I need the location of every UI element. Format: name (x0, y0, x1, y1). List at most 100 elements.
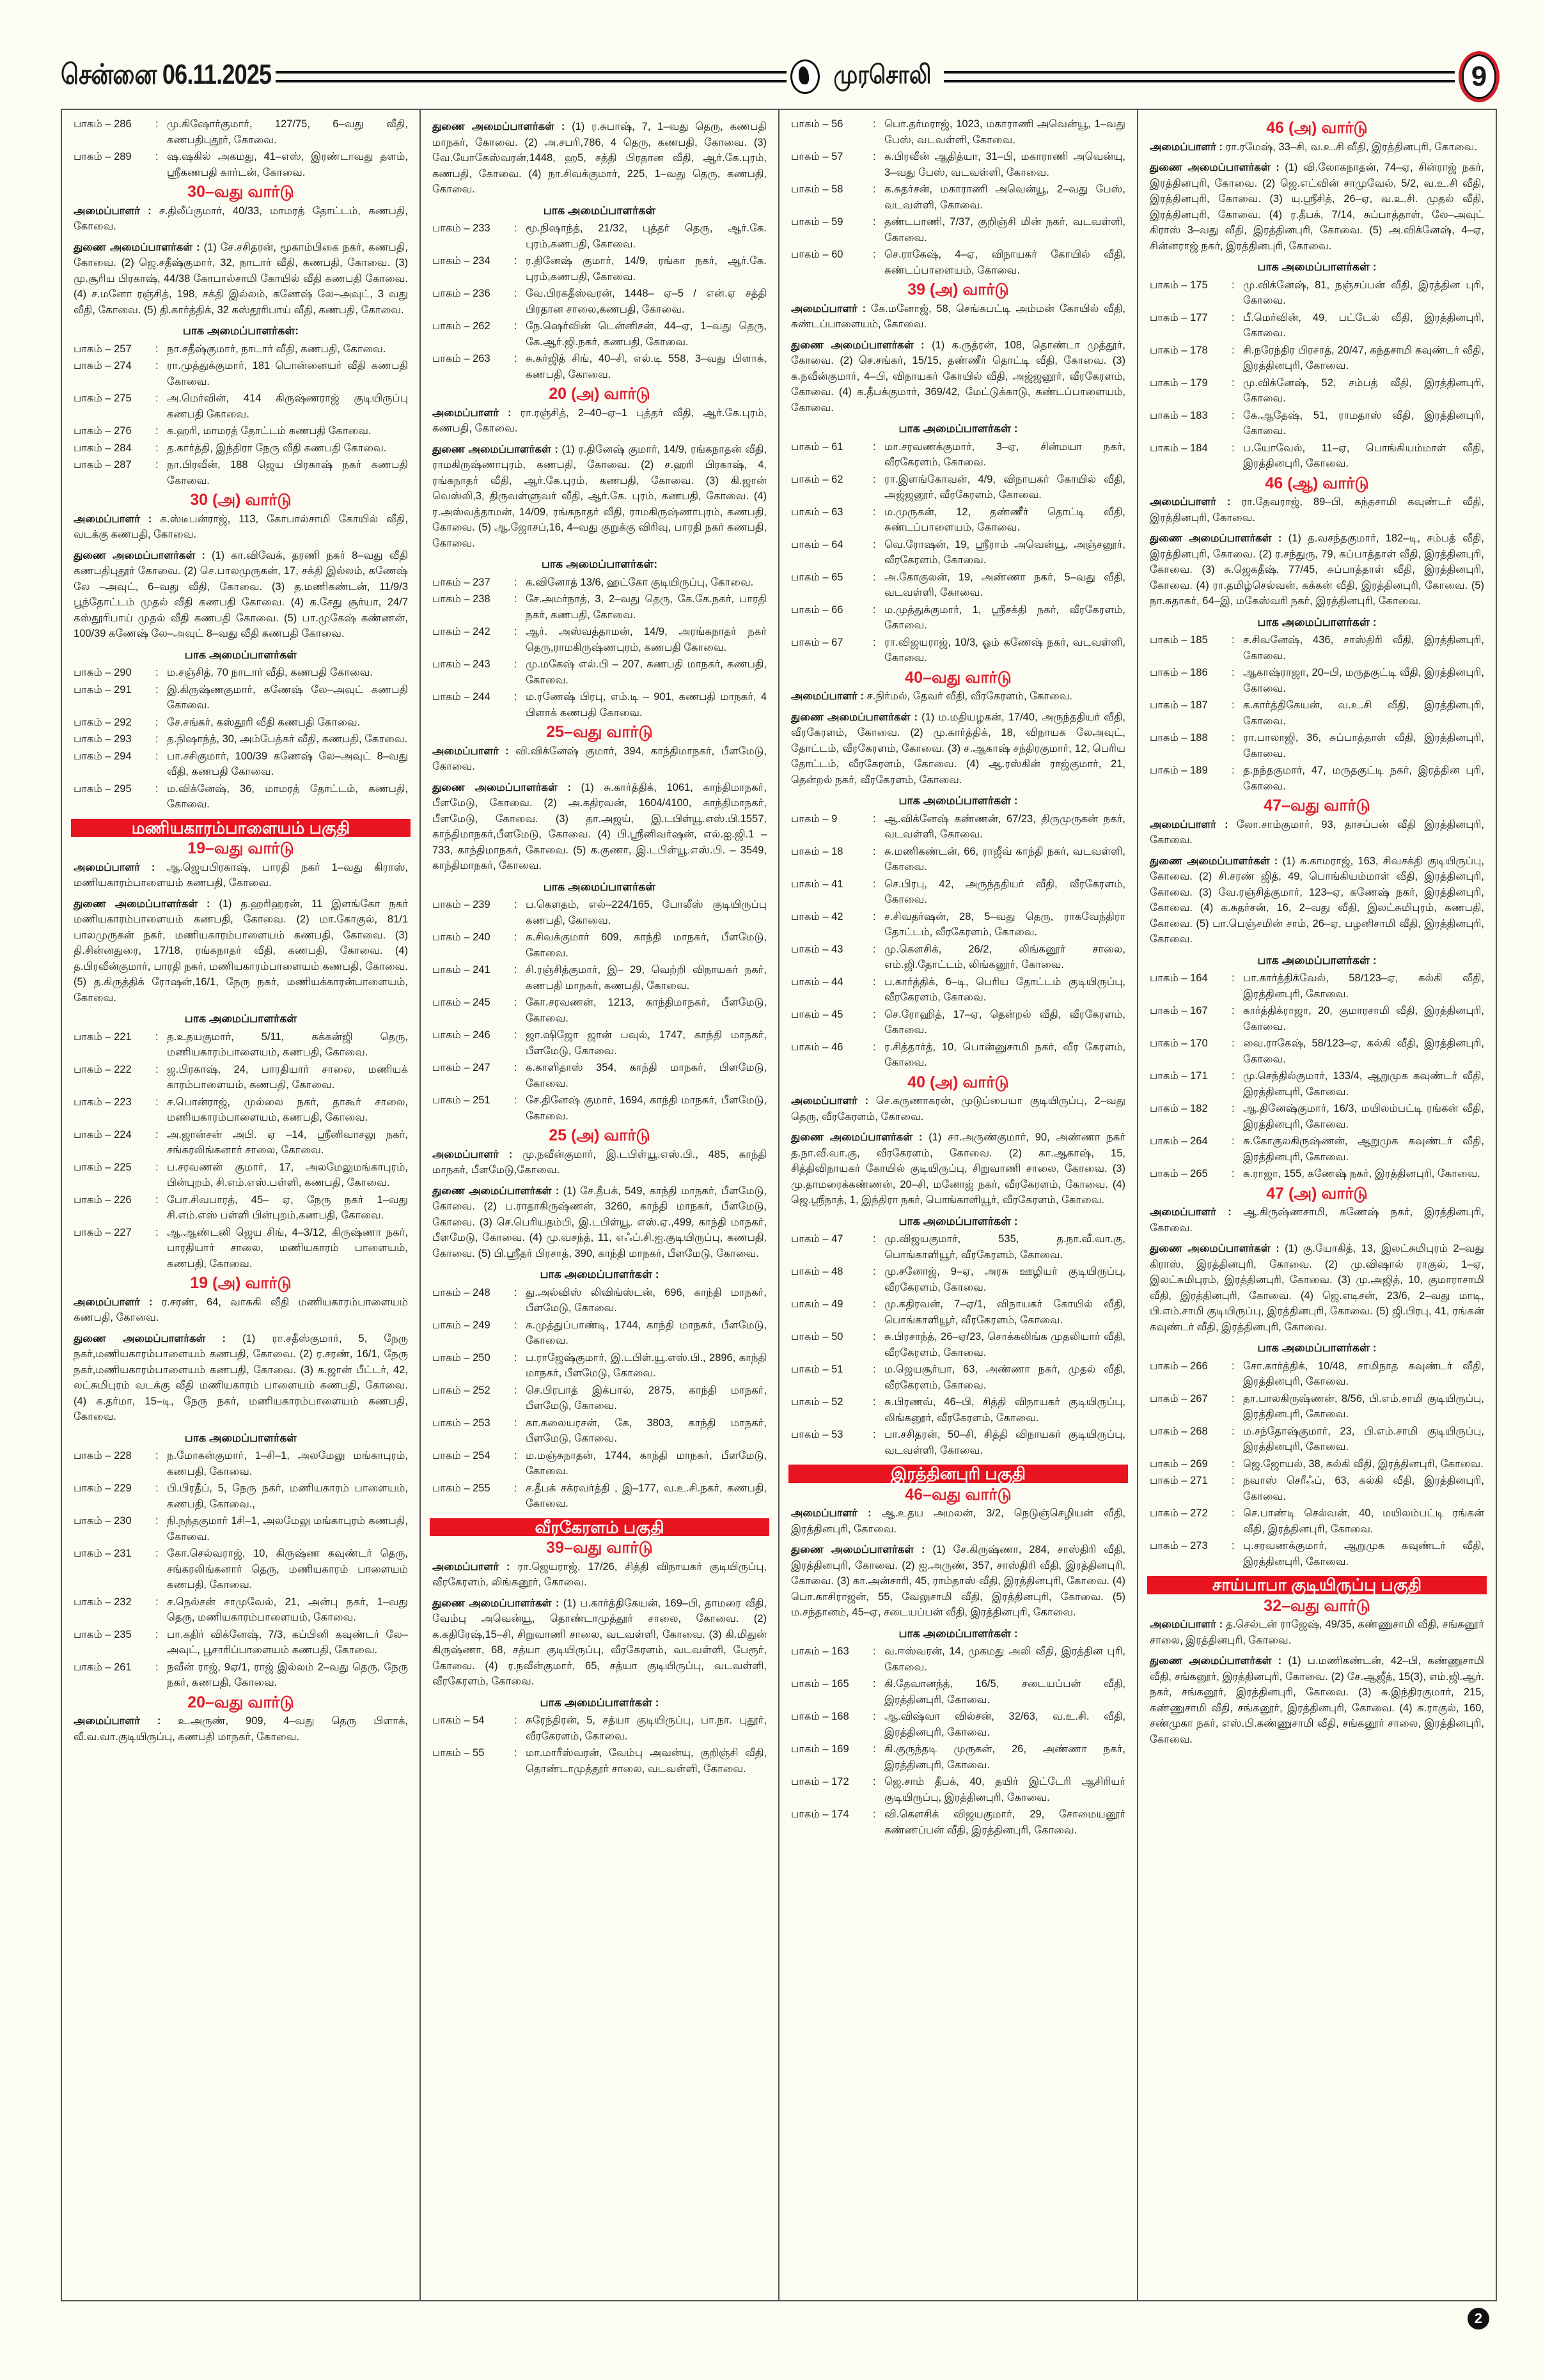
booth-organizer: அ.ஜான்சன் அபி. ஏ –14, ஸ்ரீனிவாசலு நகர், … (167, 1128, 408, 1156)
booth-prefix: பாகம் (791, 506, 820, 518)
booth-organizers-heading: பாக அமைப்பாளர்கள் : (540, 1695, 659, 1709)
booth-number: பாகம் – 255 (432, 1482, 490, 1494)
booth-entry: பாகம் – 251: சே.தினேஷ் குமார், 1694, காந்… (432, 1093, 767, 1124)
booth-organizer: ஜ.பிரகாஷ், 24, பாரதியார் சாலை, மணியக் கா… (167, 1063, 408, 1091)
booth-number: பாகம் – 289 (74, 151, 132, 162)
booth-entry: பாகம் – 63: ம.முருகன், 12, தண்ணீர் தொட்டி… (791, 504, 1125, 536)
booth-prefix: பாகம் (791, 1364, 820, 1375)
booth-organizer: ஜெ.சாம் தீபக், 40, தயிர் இட்டேரி ஆசிரியர… (884, 1776, 1125, 1803)
separator: : (873, 538, 876, 550)
booth-organizer: கி.குருந்தடி முருகன், 26, அண்ணா நகர், இர… (884, 1743, 1125, 1771)
booth-no: 249 (473, 1319, 490, 1331)
booth-organizer: சு.சுர்ஜித் சிங், 40–சி, எல்.டி 558, 3–வ… (526, 353, 767, 380)
booth-number: பாகம் – 187 (1150, 699, 1208, 711)
booth-prefix: பாகம் (74, 1161, 102, 1173)
booth-entry: பாகம் – 290: ம.சஞ்சித், 70 நாடார் வீதி, க… (74, 665, 408, 681)
booth-entry: பாகம் – 170: வை.ராகேஷ், 58/123–ஏ, கல்கி வ… (1150, 1036, 1484, 1067)
deputy-organizers-entry: துணை அமைப்பாளர்கள் : (1) சு.காமராஜ், 163… (1150, 853, 1484, 947)
entry-label: துணை அமைப்பாளர்கள் : (791, 1132, 923, 1143)
entry-label: துணை அமைப்பாளர்கள் : (1150, 162, 1280, 173)
ward-heading: 39–வது வார்டு (546, 1539, 653, 1557)
booth-entry: பாகம் – 9: ஆ.விக்னேஷ் கண்ணன், 67/23, திரு… (791, 811, 1125, 843)
area-banner: வீரகேரளம் பகுதி (430, 1518, 769, 1536)
entry-label: அமைப்பாளர் : (432, 745, 509, 757)
booth-prefix: பாகம் (791, 910, 820, 922)
separator: : (1232, 1135, 1235, 1147)
booth-entry: பாகம் – 182: ஆ.தினேஷ்குமார், 16/3, மயிலம்… (1150, 1101, 1484, 1132)
booth-organizer: ஆ.விஷ்வா வில்சன், 32/63, வ.உ.சி. வீதி, இ… (884, 1711, 1125, 1738)
booth-number: பாகம் – 169 (791, 1743, 849, 1755)
booth-no: 66 (831, 603, 843, 616)
booth-prefix: பாகம் (432, 691, 461, 703)
booth-number: பாகம் – 250 (432, 1351, 490, 1364)
booth-prefix: பாகம் (432, 1094, 461, 1106)
booth-organizer: மு.விஜயகுமார், 535, த.நா.வீ.வா.கு, பொங்க… (884, 1233, 1125, 1261)
entry-label: துணை அமைப்பாளர்கள் : (1150, 855, 1278, 867)
booth-prefix: பாகம் (74, 1063, 102, 1075)
booth-prefix: பாகம் (74, 683, 102, 696)
booth-entry: பாகம் – 167: கார்த்திக்ராஜா, 20, குமாரசாம… (1150, 1003, 1484, 1034)
booth-prefix: பாகம் (1150, 311, 1179, 323)
booth-number: பாகம் – 263 (432, 353, 490, 364)
ward-heading: 19 (அ) வார்டு (190, 1274, 292, 1292)
booth-prefix: பாகம் (791, 943, 820, 955)
booth-prefix: பாகம் (791, 1743, 820, 1755)
separator: : (873, 1678, 876, 1690)
organizer-entry: அமைப்பாளர் : கே.மனோஜ், 58, செங்கபட்டி அம… (791, 301, 1125, 332)
entry-label: அமைப்பாளர் : (432, 1148, 513, 1160)
booth-organizer: ப.கௌதம், எல்–224/165, போலீஸ் குடியிருப்ப… (526, 899, 767, 926)
booth-entry: பாகம் – 177: பீ.மெர்வின், 49, பட்டேல் வீத… (1150, 310, 1484, 341)
booth-number: பாகம் – 234 (432, 255, 490, 267)
booth-entry: பாகம் – 174: வி.கௌசிக் விஜயகுமார், 29, சோ… (791, 1807, 1125, 1838)
booth-no: 267 (1190, 1392, 1208, 1404)
booth-number: பாகம் – 167 (1150, 1005, 1208, 1016)
booth-prefix: பாகம் (1150, 1425, 1179, 1437)
booth-prefix: பாகம் (74, 343, 102, 355)
booth-entry: பாகம் – 47: மு.விஜயகுமார், 535, த.நா.வீ.வ… (791, 1231, 1125, 1263)
booth-organizer: மு.கௌசிக், 26/2, லிங்கனூர் சாலை, எம்.ஜி.… (884, 943, 1125, 971)
booth-organizer: ரா.பாலாஜி, 36, சுப்பாத்தாள் வீதி, இரத்தி… (1243, 732, 1484, 759)
booth-no: 44 (831, 976, 843, 988)
booth-entry: பாகம் – 183: கே.ஆதேஷ், 51, ராமதாஸ் வீதி, … (1150, 408, 1484, 439)
booth-no: 264 (1190, 1135, 1208, 1147)
booth-number: பாகம் – 287 (74, 459, 132, 471)
booth-number: பாகம் – 226 (74, 1194, 132, 1206)
entry-label: துணை அமைப்பாளர்கள் : (791, 1544, 925, 1555)
organizer-entry: அமைப்பாளர் : ரா.ரஞ்சித், 2–40–ஏ–1 புத்தர… (432, 405, 767, 437)
booth-no: 56 (831, 118, 843, 130)
separator: : (155, 733, 159, 745)
booth-entry: பாகம் – 221: த.உதயகுமார், 5/11, கக்கன்ஜி … (74, 1029, 408, 1061)
column: துணை அமைப்பாளர்கள் : (1) ர.சுபாஷ், 7, 1–… (421, 110, 779, 2300)
booth-no: 295 (114, 782, 132, 795)
booth-number: பாகம் – 163 (791, 1645, 849, 1657)
booth-number: பாகம் – 292 (74, 716, 132, 728)
article-columns: பாகம் – 286: மு.கிஷோர்குமார், 127/75, 6–வ… (61, 109, 1497, 2301)
booth-prefix: பாகம் (791, 1041, 820, 1053)
booth-number: பாகம் – 56 (791, 118, 843, 130)
booth-number: பாகம் – 254 (432, 1449, 490, 1461)
booth-entry: பாகம் – 224: அ.ஜான்சன் அபி. ஏ –14, ஸ்ரீனி… (74, 1127, 408, 1158)
entry-label: துணை அமைப்பாளர்கள் : (791, 339, 925, 351)
booth-number: பாகம் – 174 (791, 1808, 849, 1820)
booth-prefix: பாகம் (791, 878, 820, 890)
entry-text: ச.நிர்மல், தேவர் வீதி, வீரகேரளம், கோவை. (866, 690, 1072, 702)
booth-organizer: ரா.முத்துக்குமார், 181 பொன்னையர் வீதி கண… (167, 360, 408, 387)
separator: : (873, 1396, 876, 1408)
separator: : (155, 1482, 159, 1494)
booth-organizer: ச.சிவதர்ஷன், 28, 5–வது தெரு, ராகவேந்திரா… (884, 910, 1125, 938)
booth-entry: பாகம் – 67: ரா.விஜயராஜ், 10/3, ஓம் கணேஷ் … (791, 635, 1125, 666)
footer-page-mark: 2 (1468, 2308, 1489, 2329)
booth-number: பாகம் – 58 (791, 183, 843, 195)
booth-prefix: பாகம் (1150, 1103, 1179, 1114)
organizer-entry: அமைப்பாளர் : ச.நிர்மல், தேவர் வீதி, வீரக… (791, 688, 1125, 704)
booth-prefix: பாகம் (791, 151, 820, 162)
booth-entry: பாகம் – 233: மூ.நிஷாந்த், 21/32, புத்தர் … (432, 221, 767, 252)
booth-no: 230 (114, 1515, 132, 1527)
booth-no: 179 (1190, 377, 1208, 389)
booth-number: பாகம் – 268 (1150, 1425, 1208, 1437)
entry-label: அமைப்பாளர் : (74, 205, 152, 217)
booth-no: 46 (831, 1041, 843, 1053)
booth-no: 254 (473, 1449, 490, 1461)
booth-entry: பாகம் – 274: ரா.முத்துக்குமார், 181 பொன்ன… (74, 358, 408, 389)
booth-number: பாகம் – 170 (1150, 1038, 1208, 1049)
